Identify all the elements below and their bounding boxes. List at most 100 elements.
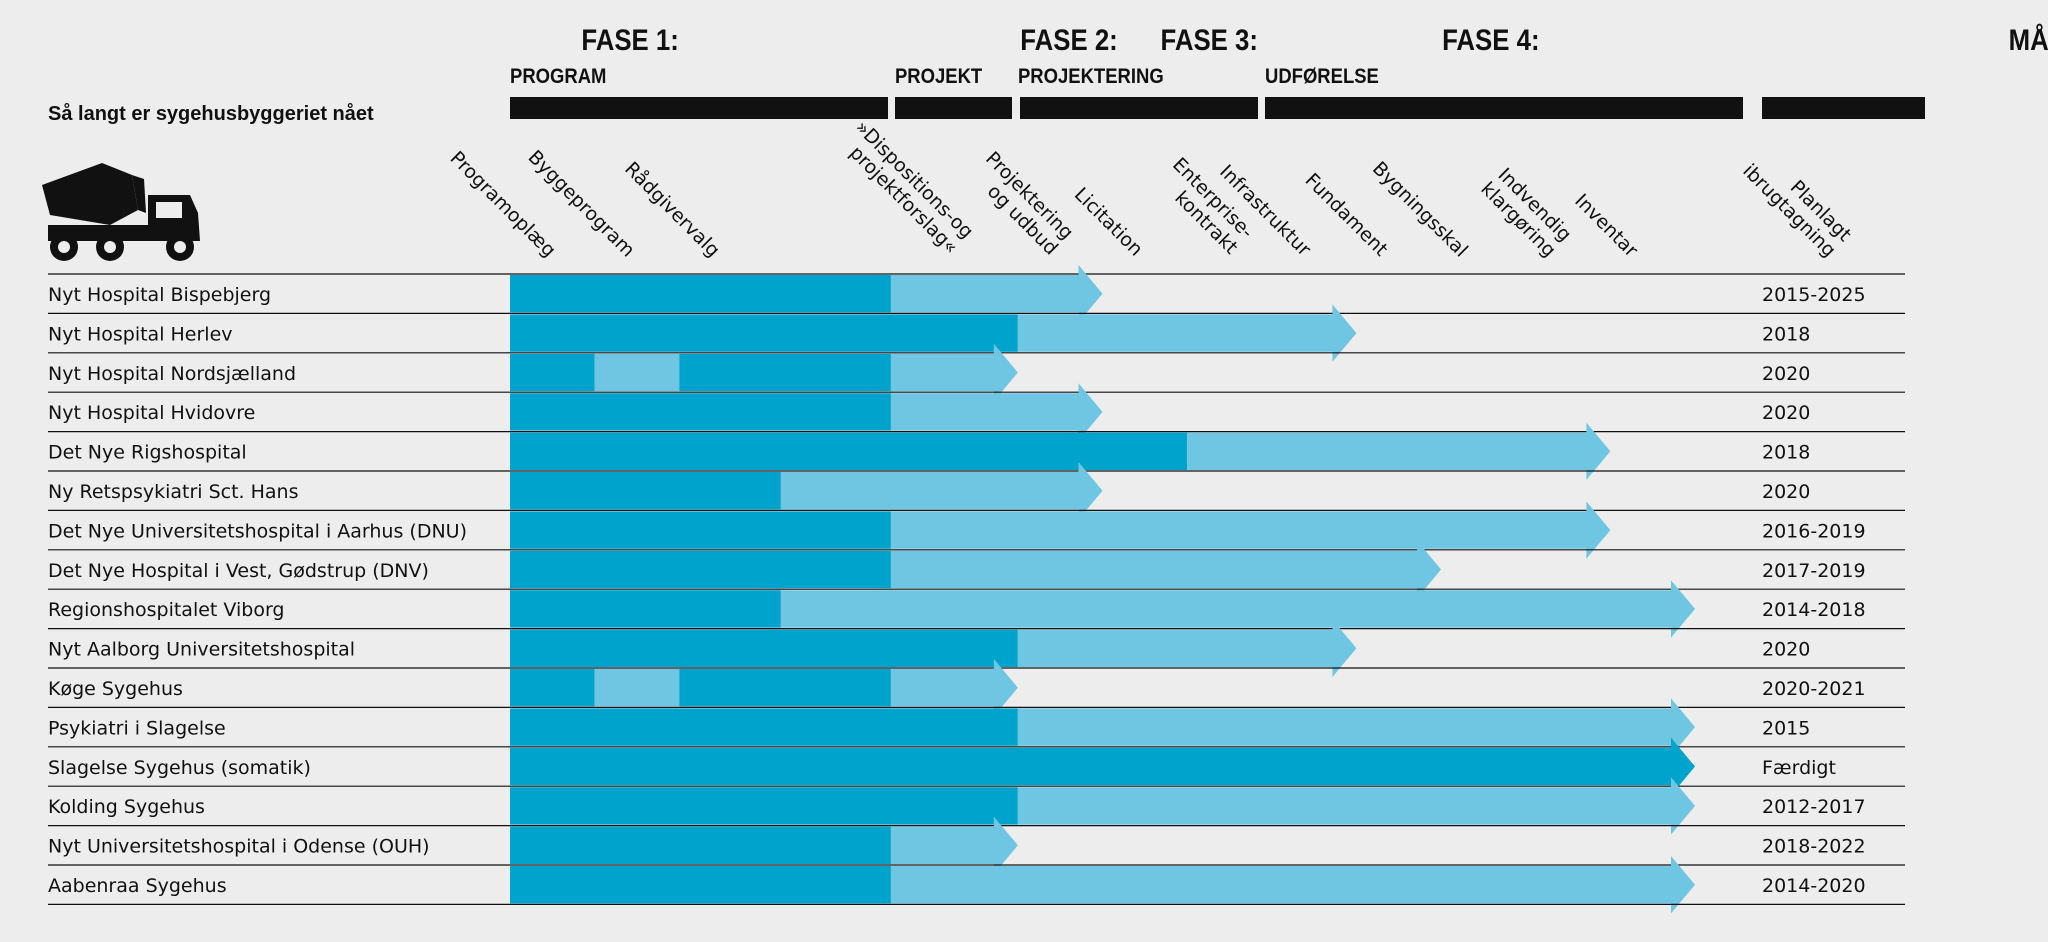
progress-arrow-in_progress: [890, 659, 1018, 717]
hospital-name: Nyt Hospital Nordsjælland: [48, 363, 296, 385]
phase-subtitle: PROJEKT: [895, 65, 982, 88]
hospital-name: Køge Sygehus: [48, 678, 183, 700]
progress-arrow-in_progress: [1187, 422, 1611, 480]
progress-arrow-in_progress: [1017, 304, 1357, 362]
goal-year: 2018: [1762, 442, 1810, 464]
chart-title: Så langt er sygehusbyggeriet nået: [48, 102, 374, 125]
progress-segment-completed: [510, 511, 891, 549]
phase-bar: [510, 97, 888, 119]
progress-segment-completed: [510, 432, 1188, 470]
phase-title: FASE 3:: [1161, 23, 1258, 56]
progress-arrow-in_progress: [890, 816, 1018, 874]
goal-year: 2020: [1762, 402, 1810, 424]
phase-title: MÅL:: [2009, 23, 2048, 56]
hospital-name: Nyt Hospital Herlev: [48, 323, 233, 345]
progress-segment-completed: [679, 669, 891, 707]
stage-label-line: Licitation: [1070, 183, 1147, 260]
table-row: Kolding Sygehus 2012-2017: [48, 777, 1866, 835]
hospital-name: Aabenraa Sygehus: [48, 875, 227, 897]
table-row: Ny Retspsykiatri Sct. Hans 2020: [48, 462, 1810, 520]
table-row: Regionshospitalet Viborg 2014-2018: [48, 580, 1866, 638]
phase-1: FASE 1: PROGRAM: [510, 23, 888, 119]
progress-segment-completed: [510, 787, 1018, 825]
phase-bar: [1265, 97, 1743, 119]
progress-segment-completed: [679, 353, 891, 392]
progress-segment-completed: [510, 708, 1018, 746]
goal-year: 2015-2025: [1762, 284, 1866, 306]
phase-subtitle: PROJEKTERING: [1018, 65, 1164, 88]
progress-segment-completed: [510, 826, 891, 864]
phase-header: FASE 1: PROGRAM FASE 2: PROJEKT FASE 3: PROJE…: [510, 23, 2048, 119]
goal-year: 2012-2017: [1762, 796, 1866, 818]
hospital-name: Det Nye Universitetshospital i Aarhus (D…: [48, 520, 467, 542]
table-row: Det Nye Universitetshospital i Aarhus (D…: [48, 501, 1866, 559]
progress-segment-completed: [510, 550, 891, 589]
hospital-name: Psykiatri i Slagelse: [48, 717, 226, 739]
hospital-name: Nyt Aalborg Universitetshospital: [48, 639, 355, 661]
progress-arrow-in_progress: [1017, 698, 1695, 756]
stage-label: Licitation: [1070, 183, 1147, 260]
progress-segment-completed: [510, 353, 595, 392]
phase-title: FASE 1:: [581, 23, 678, 56]
phase-title: FASE 4:: [1442, 23, 1539, 56]
goal-year: 2016-2019: [1762, 520, 1866, 542]
progress-arrow-completed: [510, 737, 1695, 796]
progress-segment-completed: [510, 393, 891, 431]
phase-bar: [1762, 97, 1925, 119]
goal-year: 2020: [1762, 481, 1810, 503]
phase-title: FASE 2:: [1020, 23, 1117, 56]
table-row: Nyt Hospital Nordsjælland 2020: [48, 343, 1810, 402]
hospital-name: Nyt Hospital Hvidovre: [48, 402, 255, 424]
stage-label-line: Inventar: [1570, 190, 1642, 262]
table-row: Nyt Universitetshospital i Odense (OUH) 2…: [48, 816, 1866, 874]
table-row: Slagelse Sygehus (somatik) Færdigt: [48, 737, 1836, 796]
phase-2: FASE 2: PROJEKT: [895, 23, 1118, 119]
progress-arrow-in_progress: [780, 580, 1695, 638]
goal-year: 2020-2021: [1762, 678, 1866, 700]
table-row: Nyt Hospital Herlev 2018: [48, 304, 1810, 362]
phase-3: FASE 3: PROJEKTERING: [1018, 23, 1258, 119]
goal-year: 2017-2019: [1762, 560, 1866, 582]
table-row: Nyt Hospital Hvidovre 2020: [48, 383, 1810, 441]
phase-subtitle: PROGRAM: [510, 65, 606, 88]
progress-segment-completed: [510, 866, 891, 904]
progress-segment-completed: [510, 314, 1018, 352]
table-row: Køge Sygehus 2020-2021: [48, 659, 1866, 717]
stage-label: Inventar: [1570, 190, 1642, 262]
hospital-name: Det Nye Rigshospital: [48, 442, 247, 464]
table-row: Nyt Aalborg Universitetshospital 2020: [48, 619, 1810, 677]
hospital-name: Slagelse Sygehus (somatik): [48, 757, 311, 779]
progress-segment-completed: [510, 629, 1018, 667]
progress-arrow-in_progress: [890, 540, 1442, 599]
table-row: Det Nye Hospital i Vest, Gødstrup (DNV) 2…: [48, 540, 1866, 599]
progress-arrow-in_progress: [890, 383, 1103, 441]
progress-arrow-in_progress: [780, 462, 1103, 520]
goal-year: 2020: [1762, 639, 1810, 661]
phase-5: MÅL:: [1762, 23, 2048, 119]
stage-label: Enterprise-kontrakt: [1168, 153, 1258, 258]
hospital-name: Det Nye Hospital i Vest, Gødstrup (DNV): [48, 560, 429, 582]
progress-segment-in_progress: [594, 669, 680, 707]
progress-segment-completed: [510, 275, 891, 313]
table-row: Nyt Hospital Bispebjerg 2015-2025: [48, 265, 1866, 323]
phase-bar: [895, 97, 1012, 119]
progress-arrow-in_progress: [1017, 777, 1695, 835]
progress-segment-completed: [510, 590, 781, 628]
cement-mixer-truck-icon: [42, 163, 200, 261]
progress-arrow-in_progress: [890, 265, 1103, 323]
goal-year: 2015: [1762, 717, 1810, 739]
progress-segment-completed: [510, 472, 781, 510]
progress-segment-completed: [510, 669, 595, 707]
progress-arrow-in_progress: [890, 501, 1611, 559]
goal-year: 2020: [1762, 363, 1810, 385]
hospital-name: Nyt Universitetshospital i Odense (OUH): [48, 836, 430, 858]
phase-4: FASE 4: UDFØRELSE: [1265, 23, 1743, 119]
phase-subtitle: UDFØRELSE: [1265, 65, 1379, 88]
